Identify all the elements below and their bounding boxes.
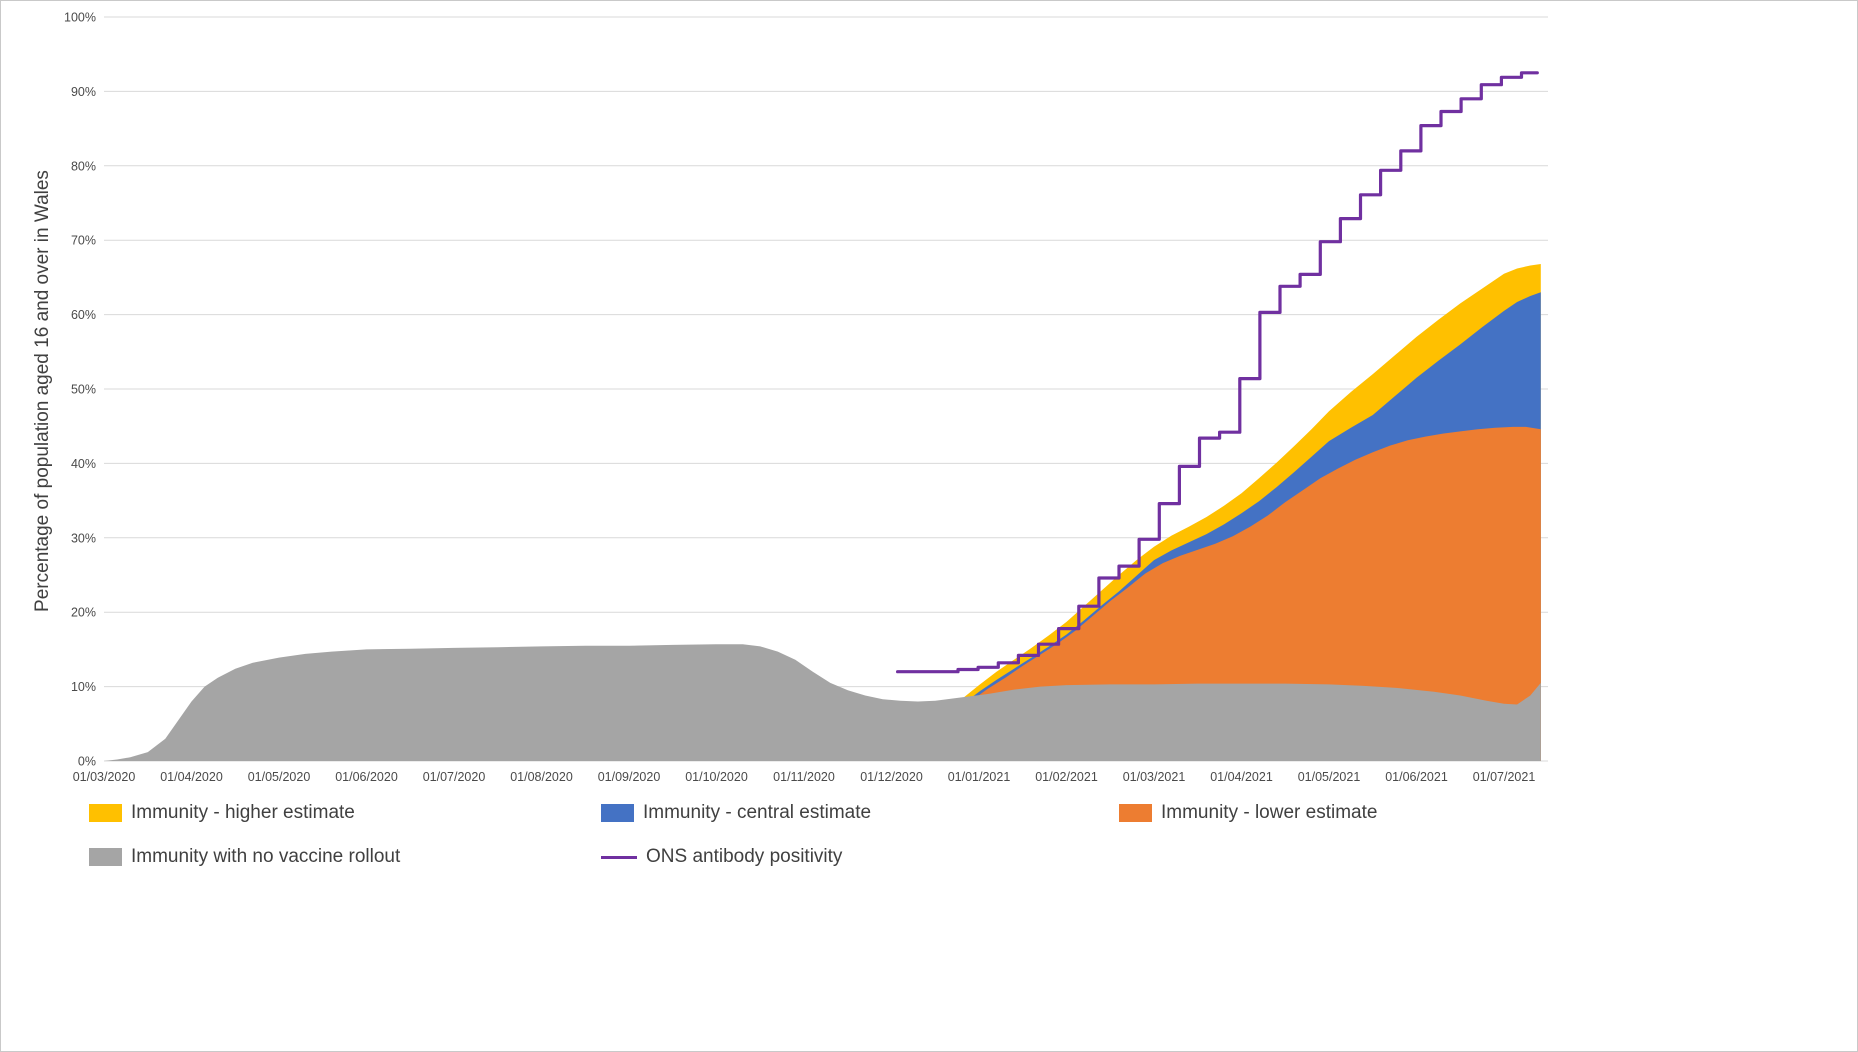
x-tick-label: 01/07/2021 xyxy=(1473,770,1536,784)
legend-label: ONS antibody positivity xyxy=(646,846,843,867)
x-tick-label: 01/05/2021 xyxy=(1298,770,1361,784)
legend-item-immunity-central-estimate: Immunity - central estimate xyxy=(601,799,871,827)
legend-box-swatch xyxy=(89,804,122,822)
y-tick-label: 30% xyxy=(71,531,96,545)
line-ons-antibody xyxy=(896,71,1539,674)
series-areas xyxy=(104,264,1541,761)
y-tick-label: 40% xyxy=(71,457,96,471)
legend-line-swatch xyxy=(601,855,637,859)
y-axis-labels: 0% 10% 20% 30% 40% 50% 60% 70% 80% 90% 100% xyxy=(64,11,96,769)
legend-label: Immunity with no vaccine rollout xyxy=(131,846,401,867)
legend-label: Immunity - higher estimate xyxy=(131,802,355,823)
y-tick-label: 50% xyxy=(71,383,96,397)
y-tick-label: 80% xyxy=(71,159,96,173)
x-tick-label: 01/03/2021 xyxy=(1123,770,1186,784)
y-tick-label: 70% xyxy=(71,234,96,248)
x-axis-labels: 01/03/2020 01/04/2020 01/05/2020 01/06/2020… xyxy=(73,770,1536,784)
immunity-chart: 0% 10% 20% 30% 40% 50% 60% 70% 80% 90% 100% 01/03/2… xyxy=(64,11,1548,784)
area-no-vaccine xyxy=(104,644,1541,761)
x-tick-label: 01/11/2020 xyxy=(773,770,835,784)
x-tick-label: 01/03/2020 xyxy=(73,770,136,784)
x-tick-label: 01/02/2021 xyxy=(1035,770,1098,784)
legend-box-swatch xyxy=(89,848,122,866)
y-tick-label: 10% xyxy=(71,680,96,694)
legend-item-immunity-with-no-vaccine-rollout: Immunity with no vaccine rollout xyxy=(89,843,400,871)
y-tick-label: 20% xyxy=(71,606,96,620)
x-tick-label: 01/04/2021 xyxy=(1210,770,1273,784)
x-tick-label: 01/05/2020 xyxy=(248,770,311,784)
area-lower xyxy=(891,426,1541,761)
x-tick-label: 01/07/2020 xyxy=(423,770,486,784)
y-tick-label: 90% xyxy=(71,85,96,99)
legend-item-immunity-higher-estimate: Immunity - higher estimate xyxy=(89,799,355,827)
x-tick-label: 01/06/2021 xyxy=(1385,770,1448,784)
y-tick-label: 0% xyxy=(78,755,96,769)
x-tick-label: 01/01/2021 xyxy=(948,770,1011,784)
x-tick-label: 01/08/2020 xyxy=(510,770,573,784)
x-tick-label: 01/12/2020 xyxy=(860,770,923,784)
x-tick-label: 01/06/2020 xyxy=(335,770,398,784)
legend-item-ons-antibody-positivity: ONS antibody positivity xyxy=(601,843,842,871)
legend-label: Immunity - central estimate xyxy=(643,802,872,823)
x-tick-label: 01/10/2020 xyxy=(685,770,748,784)
legend-box-swatch xyxy=(1119,804,1152,822)
x-tick-label: 01/04/2020 xyxy=(160,770,223,784)
legend-item-immunity-lower-estimate: Immunity - lower estimate xyxy=(1119,799,1377,827)
y-axis-title: Percentage of population aged 16 and ove… xyxy=(32,170,53,612)
y-tick-label: 100% xyxy=(64,11,96,25)
legend-label: Immunity - lower estimate xyxy=(1161,802,1378,823)
x-tick-label: 01/09/2020 xyxy=(598,770,661,784)
y-tick-label: 60% xyxy=(71,308,96,322)
legend-box-swatch xyxy=(601,804,634,822)
